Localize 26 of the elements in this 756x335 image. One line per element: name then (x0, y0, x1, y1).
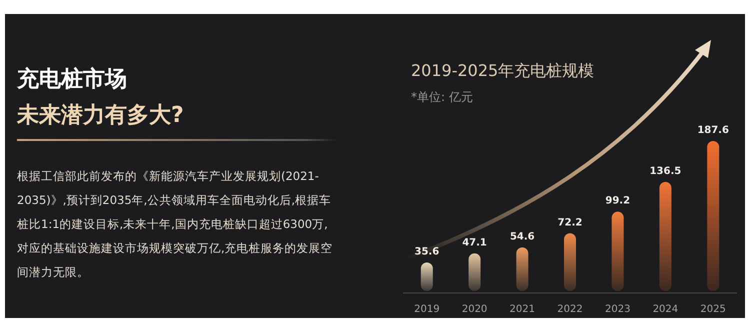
data-label: 72.2 (558, 217, 582, 228)
data-label: 187.6 (697, 125, 729, 136)
text: 未来潜力有多大? (17, 102, 184, 130)
x-tick-label: 2023 (604, 304, 630, 315)
x-tick-label: 2021 (510, 304, 536, 315)
x-tick-label: 2022 (557, 304, 583, 315)
bar (659, 182, 672, 291)
text: 根据工信部此前发布的《新能源汽车产业发展规划(2021-2035)》,预计到2035年,公共领域用车全面电动化后,根据车桩比1:1的建设目标,未来十年,国内充电桩缺口超过6300万,对应的基础设施建设市场规模突破万亿,充电桩服务的发展空间潜力无限。 (17, 168, 334, 281)
bar (468, 253, 481, 291)
data-label: 54.6 (510, 231, 535, 242)
x-tick-label: 2019 (414, 304, 440, 315)
bar (707, 141, 720, 291)
x-tick-label: 2025 (700, 304, 726, 315)
bar (612, 212, 624, 291)
data-label: 136.5 (650, 166, 682, 177)
data-label: 47.1 (462, 237, 487, 248)
x-tick-label: 2020 (462, 304, 488, 315)
data-label: 99.2 (605, 196, 630, 207)
text: 充电桩市场 (17, 66, 127, 94)
data-label: 35.6 (414, 246, 440, 258)
x-tick-label: 2024 (652, 304, 678, 315)
chart-subtitle: *单位: 亿元 (411, 90, 473, 104)
chart-title: 2019-2025年充电桩规模 (411, 61, 594, 80)
bar (564, 233, 576, 291)
bar (420, 262, 433, 291)
bar (516, 247, 528, 291)
